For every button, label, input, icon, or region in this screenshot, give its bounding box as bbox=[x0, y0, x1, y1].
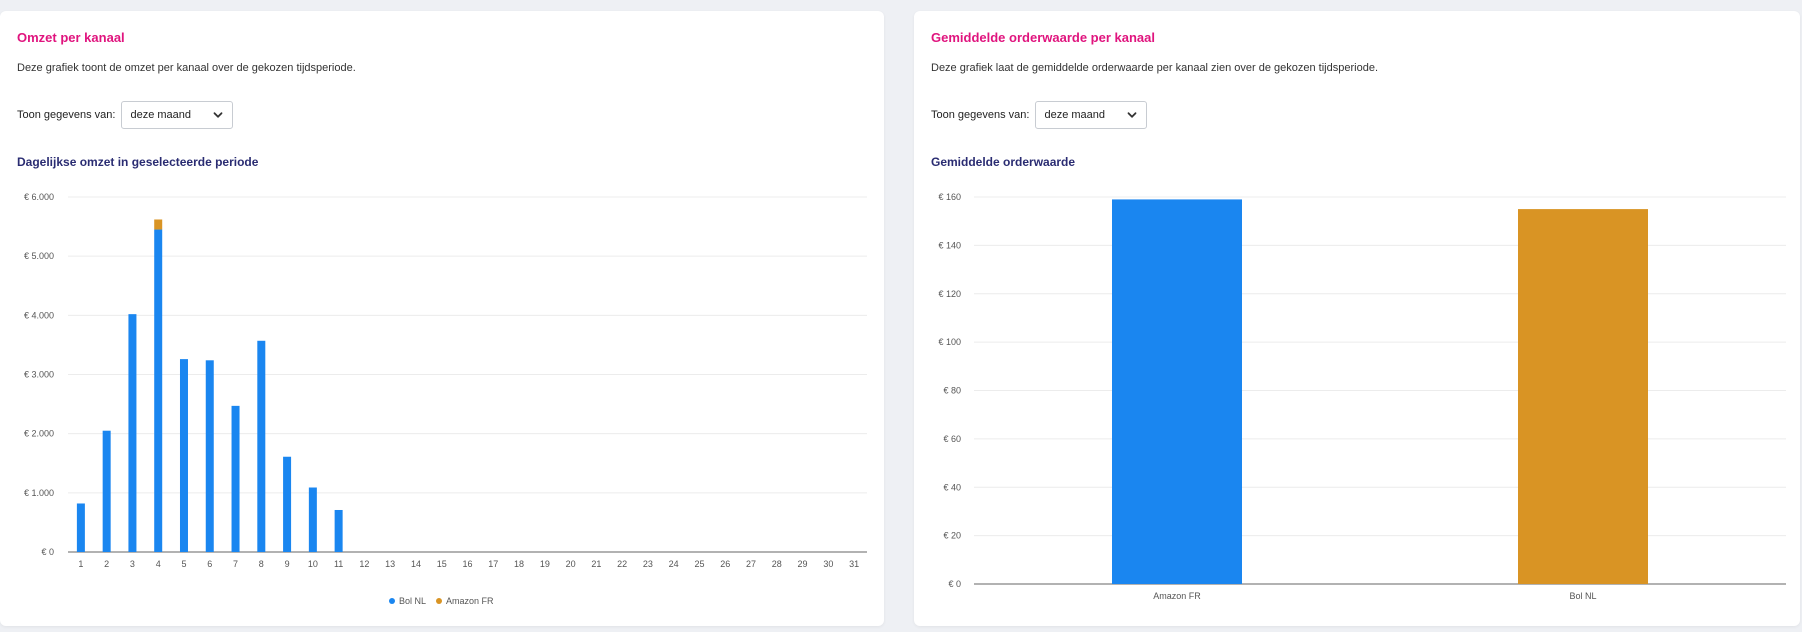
y-tick-label: € 20 bbox=[943, 531, 961, 541]
x-tick-label: 17 bbox=[488, 559, 498, 569]
card-description: Deze grafiek laat de gemiddelde orderwaa… bbox=[931, 62, 1378, 74]
filter-label: Toon gegevens van: bbox=[17, 109, 116, 121]
y-tick-label: € 3.000 bbox=[24, 370, 54, 380]
chart-legend: Bol NL Amazon FR bbox=[389, 596, 494, 606]
bar bbox=[179, 359, 188, 552]
legend-swatch bbox=[436, 598, 443, 604]
chevron-down-icon bbox=[1128, 112, 1137, 118]
bar bbox=[1112, 199, 1242, 584]
bar bbox=[283, 456, 292, 552]
bar bbox=[76, 503, 85, 552]
legend-label: Bol NL bbox=[399, 596, 427, 606]
bar bbox=[205, 360, 214, 552]
y-tick-label: € 100 bbox=[938, 337, 961, 347]
x-tick-label: 24 bbox=[669, 559, 679, 569]
x-tick-label: 19 bbox=[540, 559, 550, 569]
revenue-per-channel-card: Omzet per kanaal Deze grafiek toont de o… bbox=[0, 11, 884, 626]
x-tick-label: Amazon FR bbox=[1153, 591, 1201, 601]
x-tick-label: 29 bbox=[798, 559, 808, 569]
x-tick-label: 8 bbox=[259, 559, 264, 569]
y-tick-label: € 80 bbox=[943, 386, 961, 396]
x-tick-label: 14 bbox=[411, 559, 421, 569]
period-select-value: deze maand bbox=[130, 109, 192, 121]
legend-item-bol-nl[interactable]: Bol NL bbox=[389, 596, 426, 606]
x-tick-label: 11 bbox=[334, 559, 343, 569]
legend-label: Amazon FR bbox=[446, 596, 494, 606]
x-tick-label: 21 bbox=[591, 559, 601, 569]
x-tick-label: 5 bbox=[181, 559, 186, 569]
y-tick-label: € 60 bbox=[943, 434, 961, 444]
x-tick-label: Bol NL bbox=[1569, 591, 1596, 601]
bar bbox=[128, 314, 137, 552]
card-description: Deze grafiek toont de omzet per kanaal o… bbox=[17, 62, 356, 74]
bar bbox=[1518, 209, 1648, 584]
y-tick-label: € 140 bbox=[938, 240, 961, 250]
x-tick-label: 26 bbox=[720, 559, 730, 569]
y-tick-label: € 0 bbox=[41, 547, 54, 557]
x-tick-label: 1 bbox=[78, 559, 83, 569]
y-tick-label: € 0 bbox=[948, 579, 961, 589]
x-tick-label: 31 bbox=[849, 559, 859, 569]
y-tick-label: € 4.000 bbox=[24, 310, 54, 320]
bar bbox=[154, 219, 163, 230]
period-select-value: deze maand bbox=[1044, 109, 1106, 121]
average-order-value-chart: € 0 € 20 € 40 € 60 € 80 € 100 € 120 € 140 € 160 A… bbox=[938, 192, 1786, 601]
x-tick-label: 12 bbox=[359, 559, 369, 569]
bar bbox=[334, 509, 343, 552]
legend-swatch bbox=[389, 598, 395, 604]
x-tick-label: 22 bbox=[617, 559, 627, 569]
x-tick-label: 15 bbox=[437, 559, 447, 569]
y-tick-label: € 1.000 bbox=[24, 488, 54, 498]
y-tick-label: € 5.000 bbox=[24, 251, 54, 261]
y-tick-label: € 40 bbox=[943, 482, 961, 492]
legend-item-amazon-fr[interactable]: Amazon FR bbox=[436, 596, 494, 606]
average-order-value-card: Gemiddelde orderwaarde per kanaal Deze g… bbox=[914, 11, 1800, 626]
bar bbox=[308, 487, 317, 552]
bar bbox=[154, 229, 163, 552]
x-tick-label: 16 bbox=[462, 559, 472, 569]
chart-title: Gemiddelde orderwaarde bbox=[931, 155, 1076, 169]
x-tick-label: 25 bbox=[694, 559, 704, 569]
filter-label: Toon gegevens van: bbox=[931, 109, 1030, 121]
bar bbox=[102, 430, 111, 552]
y-tick-label: € 6.000 bbox=[24, 192, 54, 202]
period-filter: Toon gegevens van: deze maand bbox=[931, 101, 1148, 129]
x-tick-label: 23 bbox=[643, 559, 653, 569]
period-filter: Toon gegevens van: deze maand bbox=[17, 101, 234, 129]
period-select[interactable]: deze maand bbox=[1035, 101, 1148, 129]
x-tick-label: 3 bbox=[130, 559, 135, 569]
x-tick-label: 9 bbox=[285, 559, 290, 569]
x-tick-label: 20 bbox=[566, 559, 576, 569]
x-tick-label: 7 bbox=[233, 559, 238, 569]
x-tick-label: 4 bbox=[156, 559, 161, 569]
x-tick-label: 27 bbox=[746, 559, 756, 569]
x-tick-label: 6 bbox=[207, 559, 212, 569]
x-tick-label: 10 bbox=[308, 559, 318, 569]
period-select[interactable]: deze maand bbox=[121, 101, 234, 129]
card-title: Gemiddelde orderwaarde per kanaal bbox=[931, 30, 1155, 45]
x-tick-label: 18 bbox=[514, 559, 524, 569]
y-tick-label: € 2.000 bbox=[24, 429, 54, 439]
card-title: Omzet per kanaal bbox=[17, 30, 125, 45]
chevron-down-icon bbox=[214, 112, 223, 118]
bar bbox=[257, 340, 266, 552]
x-tick-label: 30 bbox=[823, 559, 833, 569]
y-tick-label: € 160 bbox=[938, 192, 961, 202]
x-tick-label: 28 bbox=[772, 559, 782, 569]
y-tick-label: € 120 bbox=[938, 289, 961, 299]
bar bbox=[231, 405, 240, 552]
x-tick-label: 2 bbox=[104, 559, 109, 569]
daily-revenue-chart: € 0 € 1.000 € 2.000 € 3.000 € 4.000 € 5.000 € … bbox=[24, 192, 867, 569]
x-tick-label: 13 bbox=[385, 559, 395, 569]
chart-title: Dagelijkse omzet in geselecteerde period… bbox=[17, 155, 259, 169]
